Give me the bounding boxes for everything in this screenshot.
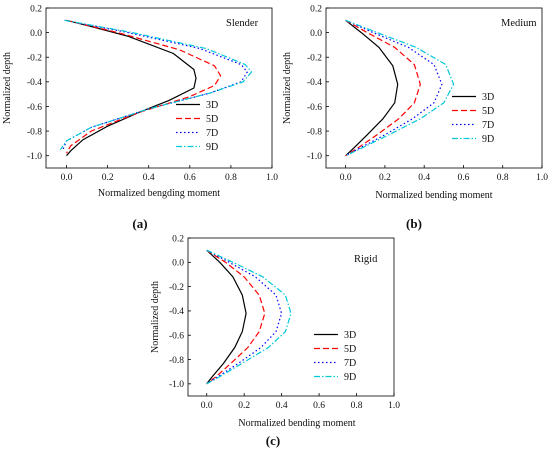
y-tick-label: 0.0	[172, 259, 184, 269]
x-tick-label: 0.2	[238, 401, 250, 411]
panel-slender: 0.0 0.2 0.4 0.6 0.8 1.0 0.2 0.0 -0.2 -0.4 -0.6 -0.…	[2, 4, 278, 231]
y-tick-label: -0.8	[307, 127, 322, 137]
x-tick-label: 1.0	[266, 173, 278, 183]
panel-caption: (c)	[266, 433, 280, 448]
x-axis-label: Normalized bengding moment	[98, 188, 220, 199]
x-tick-label: 0.4	[418, 173, 430, 183]
series-line-3D	[206, 249, 247, 385]
panel-title: Rigid	[354, 254, 378, 265]
x-tick-label: 0.4	[276, 401, 288, 411]
series-line-3D	[345, 19, 399, 157]
legend-label: 9D	[344, 372, 356, 383]
x-tick-labels: 0.0 0.2 0.4 0.6 0.8 1.0	[340, 165, 548, 183]
legend-label: 7D	[206, 128, 218, 139]
plot-frame	[45, 7, 273, 169]
plot-frame	[187, 237, 395, 397]
curves	[206, 249, 292, 385]
y-tick-label: 0.2	[310, 4, 322, 14]
x-tick-label: 0.0	[61, 173, 73, 183]
curves	[59, 19, 253, 157]
curves	[345, 19, 455, 157]
legend: 3D 5D 7D 9D	[176, 100, 218, 153]
x-tick-label: 0.2	[102, 173, 114, 183]
x-tick-label: 0.8	[351, 401, 363, 411]
x-axis-label: Normalized bending moment	[238, 418, 355, 429]
y-tick-label: 0.2	[172, 234, 184, 244]
x-tick-label: 1.0	[388, 401, 400, 411]
y-tick-label: -0.6	[169, 332, 184, 342]
legend-label: 9D	[206, 142, 218, 153]
x-tick-label: 0.8	[497, 173, 509, 183]
x-tick-label: 0.6	[313, 401, 325, 411]
y-tick-label: -1.0	[27, 152, 42, 162]
y-tick-labels: 0.2 0.0 -0.2 -0.4 -0.6 -0.8 -1.0	[27, 4, 49, 162]
y-tick-label: -1.0	[169, 380, 184, 390]
series-line-3D	[66, 19, 197, 157]
legend-label: 7D	[344, 358, 356, 369]
y-tick-label: -0.4	[169, 307, 184, 317]
y-tick-label: -0.8	[169, 356, 184, 366]
legend-label: 5D	[344, 344, 356, 355]
series-line-9D	[206, 249, 292, 385]
y-axis-label: Normalized depth	[2, 52, 13, 124]
y-axis-label: Normalized depth	[282, 52, 293, 124]
y-tick-label: 0.0	[310, 29, 322, 39]
x-tick-label: 0.6	[184, 173, 196, 183]
y-tick-label: -0.8	[27, 127, 42, 137]
legend: 3D 5D 7D 9D	[314, 330, 356, 383]
panel-rigid: 0.0 0.2 0.4 0.6 0.8 1.0 0.2 0.0 -0.2 -0.4 -0.6 -0.…	[150, 234, 400, 448]
x-tick-labels: 0.0 0.2 0.4 0.6 0.8 1.0	[201, 393, 400, 411]
y-tick-labels: 0.2 0.0 -0.2 -0.4 -0.6 -0.8 -1.0	[307, 4, 329, 162]
legend-label: 5D	[206, 114, 218, 125]
panel-title: Slender	[226, 18, 259, 29]
series-line-9D	[59, 19, 253, 150]
series-line-5D	[206, 249, 266, 385]
y-tick-label: -1.0	[307, 152, 322, 162]
y-tick-label: -0.2	[307, 54, 322, 64]
panel-title: Medium	[501, 18, 537, 29]
y-tick-label: -0.4	[27, 78, 42, 88]
legend: 3D 5D 7D 9D	[452, 92, 494, 145]
y-tick-label: -0.6	[27, 103, 42, 113]
y-tick-label: -0.2	[27, 54, 42, 64]
legend-label: 3D	[206, 100, 218, 111]
x-tick-label: 0.2	[379, 173, 391, 183]
panel-caption: (a)	[132, 216, 147, 231]
series-line-5D	[65, 19, 222, 154]
y-tick-label: -0.4	[307, 78, 322, 88]
x-axis-label: Normalized bending moment	[375, 190, 492, 201]
plot-frame	[325, 7, 543, 169]
series-line-7D	[345, 19, 443, 157]
y-tick-label: -0.6	[307, 103, 322, 113]
legend-label: 3D	[482, 92, 494, 103]
x-tick-label: 0.0	[340, 173, 352, 183]
x-tick-label: 0.6	[458, 173, 470, 183]
legend-label: 3D	[344, 330, 356, 341]
y-tick-label: -0.2	[169, 283, 184, 293]
x-tick-label: 0.0	[201, 401, 213, 411]
x-tick-label: 0.4	[143, 173, 155, 183]
legend-label: 5D	[482, 106, 494, 117]
series-line-5D	[345, 19, 421, 157]
x-tick-label: 1.0	[536, 173, 548, 183]
legend-label: 9D	[482, 134, 494, 145]
x-tick-labels: 0.0 0.2 0.4 0.6 0.8 1.0	[61, 165, 278, 183]
y-tick-labels: 0.2 0.0 -0.2 -0.4 -0.6 -0.8 -1.0	[169, 234, 191, 390]
series-line-9D	[345, 19, 455, 157]
legend-label: 7D	[482, 120, 494, 131]
y-axis-label: Normalized depth	[150, 281, 161, 353]
x-tick-label: 0.8	[225, 173, 237, 183]
y-tick-label: 0.2	[30, 4, 42, 14]
panel-caption: (b)	[406, 216, 422, 231]
panel-medium: 0.0 0.2 0.4 0.6 0.8 1.0 0.2 0.0 -0.2 -0.4 -0.6 -0.…	[282, 4, 548, 231]
series-line-7D	[206, 249, 283, 385]
y-tick-label: 0.0	[30, 29, 42, 39]
